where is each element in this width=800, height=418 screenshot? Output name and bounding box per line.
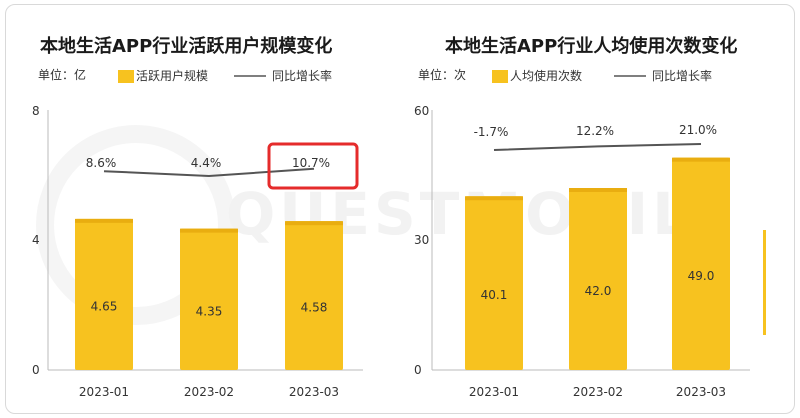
legend-line-right: 同比增长率 (652, 68, 712, 83)
ytick-right-bottom: 0 (414, 363, 422, 377)
growth-rate-label-left: 10.7% (292, 156, 330, 170)
chart-title-left: 本地生活APP行业活跃用户规模变化 (40, 35, 332, 57)
bar-value-label-left: 4.35 (196, 304, 223, 318)
xtick-label-left: 2023-01 (79, 385, 129, 399)
bar-value-label-right: 49.0 (688, 269, 715, 283)
bar-right (569, 188, 627, 370)
growth-rate-label-right: -1.7% (474, 125, 509, 139)
ytick-right-mid: 30 (414, 233, 429, 247)
growth-rate-label-left: 8.6% (86, 156, 117, 170)
unit-label-right: 单位：次 (418, 67, 466, 82)
xtick-label-right: 2023-01 (469, 385, 519, 399)
chart-title-right: 本地生活APP行业人均使用次数变化 (445, 35, 737, 57)
highlight-box-left (267, 142, 359, 190)
bar-left (180, 228, 238, 370)
ytick-left-bottom: 0 (32, 363, 40, 377)
unit-label-left: 单位：亿 (38, 67, 86, 82)
bar-cap-right (672, 157, 730, 162)
bar-right (465, 196, 523, 370)
ytick-right-top: 60 (414, 104, 429, 118)
growth-rate-label-left: 4.4% (191, 156, 222, 170)
bar-value-label-right: 40.1 (481, 288, 508, 302)
bar-left (75, 218, 133, 370)
growth-rate-label-right: 21.0% (679, 123, 717, 137)
growth-line-left (103, 167, 315, 178)
xtick-label-right: 2023-03 (676, 385, 726, 399)
bar-cap-right (569, 188, 627, 192)
xtick-label-left: 2023-03 (289, 385, 339, 399)
ytick-left-mid: 4 (32, 233, 40, 247)
bar-value-label-right: 42.0 (585, 284, 612, 298)
xtick-label-left: 2023-02 (184, 385, 234, 399)
bar-value-label-left: 4.65 (91, 299, 118, 313)
bar-cap-left (180, 228, 238, 233)
bar-cap-right (465, 196, 523, 201)
legend-line-left: 同比增长率 (272, 68, 332, 83)
bar-value-label-left: 4.58 (301, 301, 328, 315)
bar-left (285, 221, 343, 370)
legend-bar-swatch-left (118, 70, 134, 83)
bar-cap-left (285, 221, 343, 226)
legend-bar-right: 人均使用次数 (510, 68, 582, 83)
growth-line-right (493, 143, 702, 151)
legend-bar-left: 活跃用户规模 (136, 68, 208, 83)
bar-right (672, 157, 730, 370)
ytick-left-top: 8 (32, 104, 40, 118)
legend-bar-swatch-right (492, 70, 508, 83)
xtick-label-right: 2023-02 (573, 385, 623, 399)
growth-rate-label-right: 12.2% (576, 124, 614, 138)
accent-line (763, 230, 766, 335)
bar-cap-left (75, 218, 133, 223)
